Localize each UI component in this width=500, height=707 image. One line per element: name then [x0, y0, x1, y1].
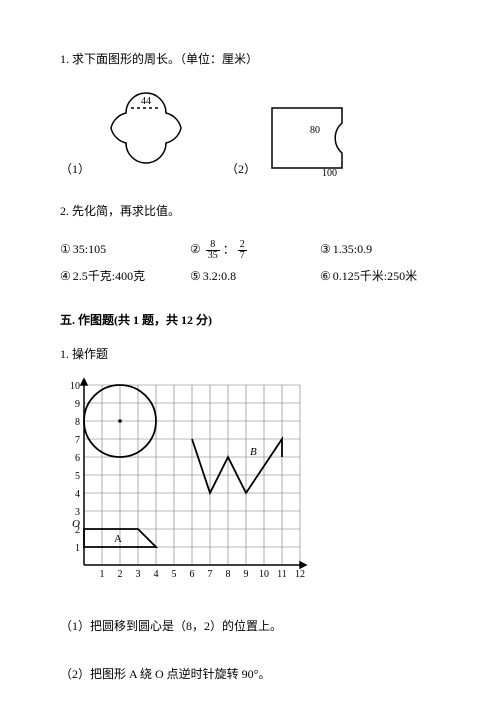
- q1-fig2-index: （2）: [226, 160, 256, 178]
- svg-text:3: 3: [136, 569, 141, 580]
- q1-figures: （1） 44 （2） 80 100: [60, 78, 440, 178]
- label-b: B: [250, 446, 257, 458]
- svg-text:6: 6: [190, 569, 195, 580]
- svg-text:12: 12: [295, 569, 305, 580]
- svg-text:5: 5: [75, 471, 80, 482]
- svg-text:8: 8: [75, 417, 80, 428]
- q2-item-4: ④2.5千克:400克: [60, 267, 180, 285]
- svg-text:10: 10: [70, 381, 80, 392]
- q2-item-5: ⑤3.2:0.8: [190, 267, 310, 285]
- section-5-heading: 五. 作图题(共 1 题，共 12 分): [60, 311, 440, 329]
- q2-prompt: 2. 先化简，再求比值。: [60, 202, 440, 220]
- circled-number-icon: ②: [190, 240, 201, 258]
- shape-b: [192, 439, 282, 493]
- svg-text:4: 4: [154, 569, 159, 580]
- sec5-sub1: （1）把圆移到圆心是（8，2）的位置上。: [60, 617, 440, 635]
- svg-text:2: 2: [75, 525, 80, 536]
- svg-text:11: 11: [277, 569, 287, 580]
- q1-fig2-wrap: （2） 80 100: [226, 98, 362, 178]
- q1-fig1-index: （1）: [60, 160, 90, 178]
- q1-prompt: 1. 求下面图形的周长。（单位：厘米）: [60, 50, 440, 68]
- q2-item-3: ③1.35:0.9: [320, 240, 440, 261]
- sec5-q: 1. 操作题: [60, 345, 440, 363]
- circled-number-icon: ⑤: [190, 267, 201, 285]
- grid-figure: B O A 123456789101112 12345678910: [60, 377, 310, 587]
- q2-item-1: ①35:105: [60, 240, 180, 261]
- q2-grid: ①35:105 ② 835 ： 27 ③1.35:0.9 ④2.5千克:400克…: [60, 240, 440, 285]
- label-a: A: [114, 533, 122, 545]
- svg-text:9: 9: [244, 569, 249, 580]
- q1-fig2-w: 100: [322, 168, 337, 178]
- sec5-sub2: （2）把图形 A 绕 O 点逆时针旋转 90°。: [60, 665, 440, 683]
- fraction: 835: [206, 240, 220, 261]
- svg-text:9: 9: [75, 399, 80, 410]
- question-2: 2. 先化简，再求比值。 ①35:105 ② 835 ： 27 ③1.35:0.…: [60, 202, 440, 285]
- svg-text:3: 3: [75, 507, 80, 518]
- svg-text:1: 1: [75, 543, 80, 554]
- x-axis-labels: 123456789101112: [100, 569, 306, 580]
- circled-number-icon: ⑥: [320, 267, 331, 285]
- svg-text:7: 7: [75, 435, 80, 446]
- q1-fig1-wrap: （1） 44: [60, 78, 196, 178]
- q2-item-2: ② 835 ： 27: [190, 240, 310, 261]
- q1-fig1-label: 44: [141, 96, 151, 107]
- svg-text:10: 10: [259, 569, 269, 580]
- svg-text:2: 2: [118, 569, 123, 580]
- fraction: 27: [238, 240, 247, 261]
- circled-number-icon: ④: [60, 267, 71, 285]
- q1-figure-2: 80 100: [262, 98, 362, 178]
- svg-text:6: 6: [75, 453, 80, 464]
- svg-text:7: 7: [208, 569, 213, 580]
- svg-text:4: 4: [75, 489, 80, 500]
- q1-figure-1: 44: [96, 78, 196, 178]
- svg-text:8: 8: [226, 569, 231, 580]
- circled-number-icon: ③: [320, 240, 331, 258]
- question-1: 1. 求下面图形的周长。（单位：厘米） （1） 44 （2） 80 100: [60, 50, 440, 178]
- circled-number-icon: ①: [60, 240, 71, 258]
- svg-text:5: 5: [172, 569, 177, 580]
- svg-text:1: 1: [100, 569, 105, 580]
- q2-item-6: ⑥0.125千米:250米: [320, 267, 440, 285]
- q1-fig2-h: 80: [310, 125, 320, 136]
